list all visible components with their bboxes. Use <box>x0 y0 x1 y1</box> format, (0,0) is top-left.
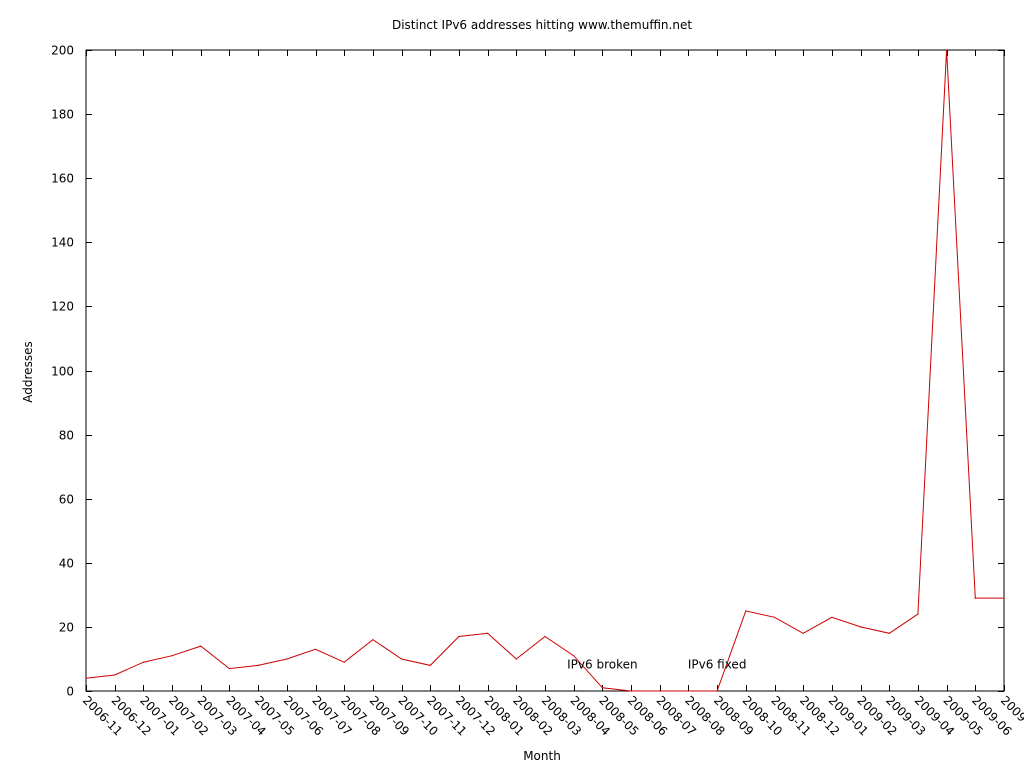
data-point <box>343 661 345 663</box>
y-axis-label: Addresses <box>21 341 35 402</box>
data-point <box>831 616 833 618</box>
data-point <box>544 635 546 638</box>
data-point <box>716 690 718 692</box>
series-group <box>85 49 1005 692</box>
y-tick-label: 80 <box>59 429 74 443</box>
x-axis-label: Month <box>523 749 561 763</box>
data-point <box>1003 597 1005 599</box>
annotation-label: IPv6 broken <box>567 657 637 671</box>
annotation-label: IPv6 fixed <box>688 657 747 671</box>
data-point <box>142 661 144 663</box>
annotations-group: IPv6 broken IPv6 fixed <box>567 657 746 671</box>
data-point <box>372 639 374 641</box>
y-tick-label: 160 <box>51 172 74 186</box>
y-tick-label: 20 <box>59 621 74 635</box>
y-tick-label: 40 <box>59 557 74 571</box>
data-point <box>487 632 489 634</box>
data-point <box>429 664 431 667</box>
data-point <box>114 674 116 676</box>
y-tick-label: 60 <box>59 493 74 507</box>
data-point <box>200 645 202 647</box>
data-point <box>515 658 517 660</box>
y-tick-label: 0 <box>66 685 74 699</box>
data-point <box>573 655 575 657</box>
data-point <box>171 655 173 657</box>
data-point <box>860 626 862 628</box>
data-point <box>946 49 948 51</box>
y-tick-label: 180 <box>51 108 74 122</box>
data-point <box>888 632 890 634</box>
data-point <box>85 677 87 679</box>
data-point <box>401 658 403 660</box>
data-point <box>286 658 288 660</box>
data-point <box>659 690 661 692</box>
y-tick-label: 140 <box>51 236 74 250</box>
data-point <box>687 690 690 692</box>
y-tick-label: 200 <box>51 44 74 58</box>
data-point <box>630 690 632 692</box>
data-point <box>458 635 460 638</box>
data-point <box>974 597 976 599</box>
data-point <box>745 610 747 612</box>
chart-title: Distinct IPv6 addresses hitting www.them… <box>392 18 692 32</box>
y-axis-ticks: 0 20 40 60 80 100 120 140 160 180 200 <box>51 44 1004 699</box>
data-point <box>257 664 259 667</box>
data-point <box>228 668 230 670</box>
data-point <box>773 616 776 618</box>
plot-frame <box>85 49 1005 692</box>
y-tick-label: 120 <box>51 300 74 314</box>
data-point <box>314 648 317 650</box>
data-point <box>601 687 604 689</box>
data-point <box>917 613 919 615</box>
series-line <box>85 49 1004 692</box>
y-tick-label: 100 <box>51 365 74 379</box>
x-axis-ticks: 2006-112006-122007-012007-022007-032007-… <box>80 50 1024 739</box>
data-point <box>802 632 804 634</box>
